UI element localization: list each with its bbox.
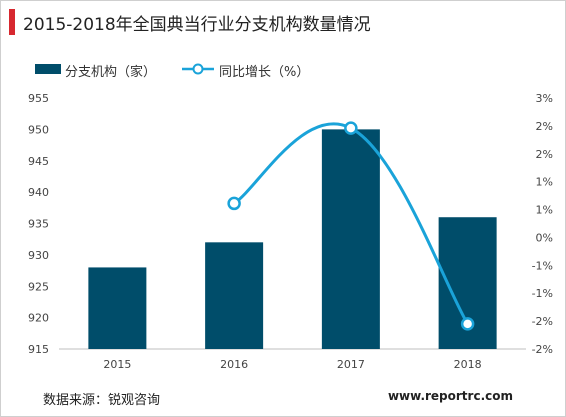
y-left-tick-label: 930: [28, 249, 49, 262]
bar: [88, 267, 147, 349]
y-right-tick-label: -2%: [532, 343, 553, 356]
x-tick-label: 2017: [337, 358, 365, 371]
y-left-tick-label: 935: [28, 218, 49, 231]
y-right-tick-label: -1%: [532, 287, 553, 300]
legend-label-line: 同比增长（%）: [219, 65, 310, 80]
growth-point: [460, 317, 475, 331]
y-right-tick-label: 2%: [536, 120, 553, 133]
y-right-tick-label: 1%: [536, 204, 553, 217]
y-right-tick-label: 1%: [536, 176, 553, 189]
y-left-tick-label: 940: [28, 186, 49, 199]
x-tick-label: 2016: [220, 358, 248, 371]
bar: [205, 242, 264, 349]
legend-bar-swatch: [35, 64, 61, 74]
y-right-tick-label: 2%: [536, 148, 553, 161]
y-left-tick-label: 920: [28, 312, 49, 325]
source-note: 数据来源：锐观咨询: [43, 393, 161, 408]
bar: [321, 129, 380, 349]
y-right-tick-label: 0%: [536, 231, 553, 244]
x-tick-label: 2018: [454, 358, 482, 371]
y-left-tick-label: 945: [28, 155, 49, 168]
legend-label-bar: 分支机构（家）: [65, 65, 157, 80]
y-left-tick-label: 915: [28, 343, 49, 356]
growth-point: [344, 121, 358, 135]
title-accent-bar: [9, 9, 15, 35]
y-left-tick-label: 955: [28, 92, 49, 105]
chart-title: 2015-2018年全国典当行业分支机构数量情况: [23, 15, 371, 35]
y-right-tick-label: -2%: [532, 315, 553, 328]
y-left-tick-label: 925: [28, 280, 49, 293]
x-tick-label: 2015: [103, 358, 131, 371]
y-right-tick-label: -1%: [532, 259, 553, 272]
website-label: www.reportrc.com: [387, 389, 513, 403]
growth-point: [227, 196, 241, 211]
y-right-tick-label: 3%: [536, 92, 553, 105]
plot-area: 915 920 925 930 935 940 945 950 955 -2% -2% -1% -1% 0…: [28, 92, 553, 371]
y-left-tick-label: 950: [28, 123, 49, 136]
legend-line-swatch: [182, 63, 214, 75]
